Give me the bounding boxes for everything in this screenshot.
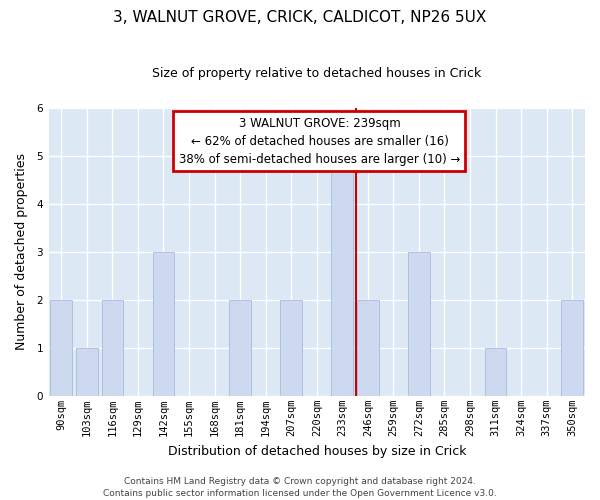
Text: Contains HM Land Registry data © Crown copyright and database right 2024.
Contai: Contains HM Land Registry data © Crown c…	[103, 476, 497, 498]
Bar	[152, 252, 175, 396]
Bar	[229, 300, 251, 396]
Bar	[331, 156, 353, 396]
Y-axis label: Number of detached properties: Number of detached properties	[15, 154, 28, 350]
Bar	[101, 300, 123, 396]
Text: 3 WALNUT GROVE: 239sqm
← 62% of detached houses are smaller (16)
38% of semi-det: 3 WALNUT GROVE: 239sqm ← 62% of detached…	[179, 116, 460, 166]
Bar	[76, 348, 98, 396]
Text: 3, WALNUT GROVE, CRICK, CALDICOT, NP26 5UX: 3, WALNUT GROVE, CRICK, CALDICOT, NP26 5…	[113, 10, 487, 25]
Bar	[280, 300, 302, 396]
Bar	[408, 252, 430, 396]
Title: Size of property relative to detached houses in Crick: Size of property relative to detached ho…	[152, 68, 481, 80]
Bar	[485, 348, 506, 396]
X-axis label: Distribution of detached houses by size in Crick: Distribution of detached houses by size …	[167, 444, 466, 458]
Bar	[562, 300, 583, 396]
Bar	[357, 300, 379, 396]
Bar	[50, 300, 72, 396]
